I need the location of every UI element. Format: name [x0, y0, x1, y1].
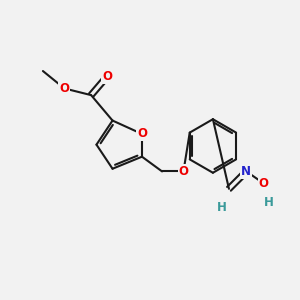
- Text: O: O: [178, 165, 188, 178]
- Text: H: H: [264, 196, 274, 209]
- Text: H: H: [217, 201, 227, 214]
- Text: O: O: [59, 82, 69, 95]
- Text: O: O: [102, 70, 112, 83]
- Text: O: O: [259, 177, 269, 190]
- Text: O: O: [137, 128, 147, 140]
- Text: N: N: [242, 165, 251, 178]
